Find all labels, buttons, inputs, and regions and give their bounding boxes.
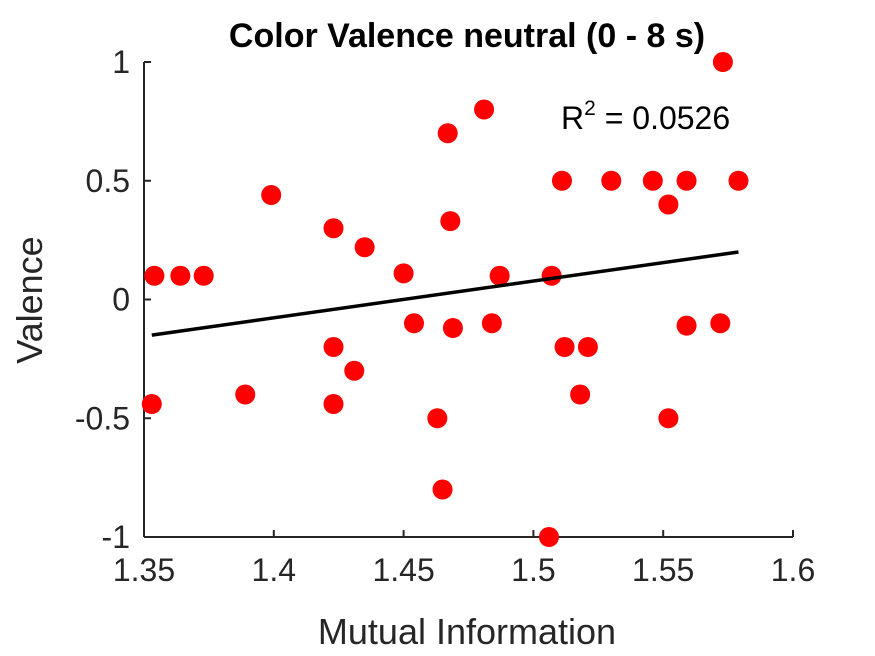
- regression-line: [151, 250, 739, 337]
- data-point: [432, 479, 453, 500]
- data-point: [642, 170, 663, 191]
- r-squared-superscript: 2: [584, 97, 596, 120]
- chart-title: Color Valence neutral (0 - 8 s): [229, 17, 705, 55]
- data-point: [144, 265, 165, 286]
- data-point: [601, 170, 622, 191]
- y-axis-label: Valence: [9, 236, 50, 363]
- data-point: [538, 527, 559, 547]
- x-tick-label: 1.35: [113, 552, 175, 588]
- x-tick-label: 1.4: [252, 552, 296, 588]
- r-squared-value: = 0.0526: [596, 100, 730, 136]
- r-squared-base: R: [561, 100, 584, 136]
- data-point: [658, 408, 679, 429]
- data-point: [676, 170, 697, 191]
- data-point: [323, 218, 344, 239]
- data-point: [676, 315, 697, 336]
- data-point: [323, 394, 344, 414]
- data-point: [481, 313, 502, 334]
- data-point: [474, 99, 495, 120]
- x-tick-label: 1.55: [632, 552, 694, 588]
- data-point: [193, 265, 214, 286]
- data-point: [354, 237, 375, 258]
- data-point: [728, 170, 749, 191]
- data-point: [323, 337, 344, 357]
- data-point: [261, 185, 282, 205]
- data-point: [427, 408, 448, 429]
- data-point: [170, 265, 191, 286]
- x-tick-label: 1.45: [372, 552, 434, 588]
- x-tick-label: 1.5: [511, 552, 555, 588]
- data-point: [141, 394, 162, 414]
- data-point: [570, 384, 591, 405]
- data-point: [344, 360, 365, 381]
- data-point: [403, 313, 424, 334]
- data-point: [712, 52, 733, 72]
- x-axis-label: Mutual Information: [318, 611, 616, 652]
- y-ticks: 1 0.5 0 -0.5 -1: [75, 44, 151, 555]
- data-point: [489, 265, 510, 286]
- y-tick-label: 0: [112, 282, 130, 318]
- data-point: [440, 211, 461, 232]
- data-point: [235, 384, 256, 405]
- data-point: [658, 194, 679, 215]
- y-tick-label: 0.5: [86, 163, 130, 199]
- y-tick-label: -1: [102, 519, 130, 555]
- x-tick-label: 1.6: [771, 552, 815, 588]
- data-points: [141, 52, 749, 547]
- r-squared-annotation: R2 = 0.0526: [561, 97, 730, 136]
- data-point: [710, 313, 731, 334]
- y-tick-label: 1: [112, 44, 130, 80]
- x-ticks: 1.35 1.4 1.45 1.5 1.55 1.6: [113, 530, 815, 588]
- data-point: [554, 337, 575, 357]
- y-tick-label: -0.5: [75, 400, 130, 436]
- data-point: [551, 170, 572, 191]
- data-point: [442, 318, 463, 338]
- data-point: [577, 337, 598, 357]
- data-point: [437, 123, 458, 144]
- data-point: [393, 263, 414, 284]
